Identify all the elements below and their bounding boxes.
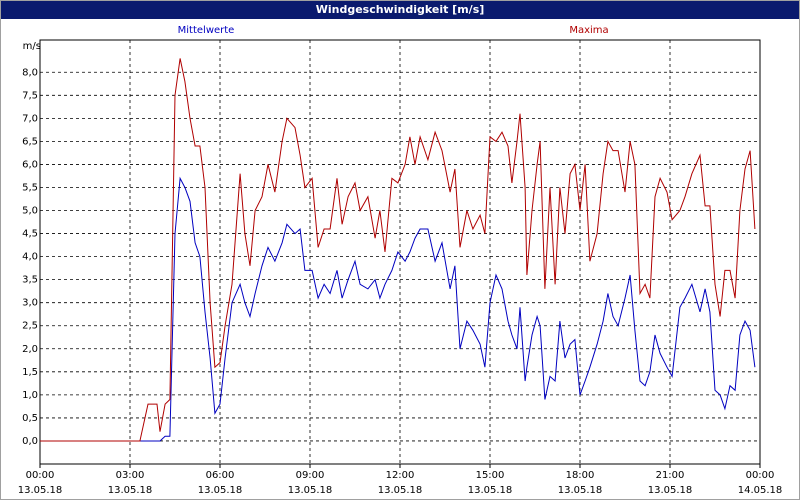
x-tick-label: 21:00 [656,470,685,481]
chart: m/s 0,0 0,5 1,0 1,5 2,0 2,5 3,0 3,5 4,0 4,5 5,0 5,5… [18,25,783,496]
y-tick-label: 2,5 [22,321,38,332]
x-tick-date: 13.05.18 [18,485,63,496]
y-tick-label: 6,0 [22,159,38,170]
x-tick-date: 13.05.18 [108,485,153,496]
y-tick-label: 7,0 [22,113,38,124]
y-tick-label: 7,5 [22,90,38,101]
data-line [40,58,756,442]
chart-title: Windgeschwindigkeit [m/s] [1,1,799,19]
y-tick-label: 5,0 [22,206,38,217]
x-tick-date: 13.05.18 [288,485,333,496]
y-tick-label: 5,5 [22,182,38,193]
x-tick-label: 15:00 [476,470,505,481]
y-tick-label: 0,0 [22,436,38,447]
y-tick-label: 4,0 [22,252,38,263]
x-tick-label: 18:00 [566,470,595,481]
x-tick-label: 00:00 [746,470,775,481]
x-tick-label: 09:00 [296,470,325,481]
y-tick-label: 3,5 [22,275,38,286]
y-tick-label: 3,0 [22,298,38,309]
x-tick-label: 12:00 [386,470,415,481]
y-tick-label: 0,5 [22,413,38,424]
x-tick-date: 13.05.18 [378,485,423,496]
x-tick-label: 03:00 [116,470,145,481]
y-axis-unit: m/s [23,41,41,52]
x-tick-date: 13.05.18 [558,485,603,496]
y-tick-label: 2,0 [22,344,38,355]
x-tick-label: 06:00 [206,470,235,481]
legend-entry: Mittelwerte [178,25,235,36]
y-tick-label: 6,5 [22,136,38,147]
legend-entry: Maxima [569,25,608,36]
y-tick-label: 8,0 [22,67,38,78]
data-line [40,176,756,442]
x-tick-label: 00:00 [26,470,55,481]
x-tick-date: 14.05.18 [738,485,783,496]
y-tick-label: 1,0 [22,390,38,401]
x-tick-date: 13.05.18 [198,485,243,496]
x-tick-date: 13.05.18 [468,485,513,496]
y-tick-label: 1,5 [22,367,38,378]
y-tick-label: 4,5 [22,229,38,240]
x-tick-date: 13.05.18 [648,485,693,496]
